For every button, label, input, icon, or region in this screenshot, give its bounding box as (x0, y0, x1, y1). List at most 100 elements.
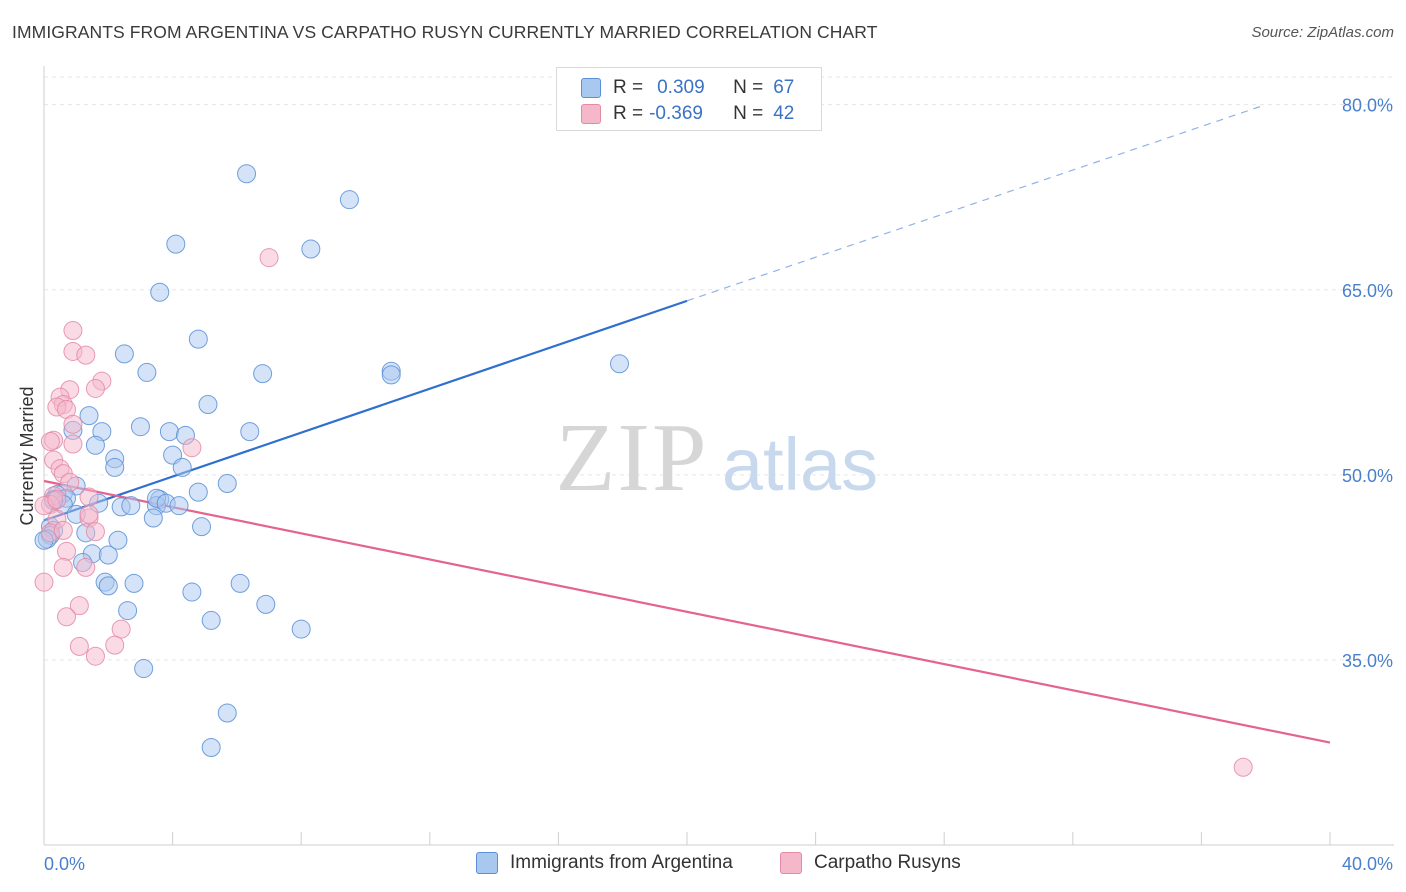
point-argentina (301, 239, 321, 259)
point-carpatho (182, 438, 202, 458)
point-argentina (98, 576, 118, 596)
data-points (34, 164, 1253, 777)
point-carpatho (47, 490, 67, 510)
legend-item-carpatho: Carpatho Rusyns (780, 852, 961, 874)
source-label: Source: ZipAtlas.com (1251, 24, 1394, 41)
point-carpatho (57, 607, 77, 627)
point-argentina (217, 473, 237, 493)
trend-lines (43, 104, 1331, 744)
point-argentina (134, 659, 154, 679)
point-argentina (150, 282, 170, 302)
legend-row-carpatho: R = -0.369 N = 42 (581, 102, 794, 126)
axes (43, 66, 1394, 846)
point-carpatho (111, 619, 131, 639)
trend-line-argentina (43, 299, 688, 522)
point-carpatho (40, 432, 60, 452)
point-argentina (188, 329, 208, 349)
point-carpatho (79, 487, 99, 507)
point-carpatho (53, 520, 73, 540)
tick-labels: 35.0% 50.0% 65.0% 80.0% 0.0% 40.0% (44, 96, 1393, 874)
r-value: 0.309 (657, 77, 705, 98)
r-label: R = (613, 77, 644, 98)
point-carpatho (34, 572, 54, 592)
point-carpatho (259, 248, 279, 268)
point-argentina (217, 703, 237, 723)
r-label: R = (613, 103, 644, 124)
point-carpatho (69, 636, 89, 656)
point-argentina (166, 234, 186, 254)
point-argentina (201, 610, 221, 630)
point-argentina (230, 573, 250, 593)
point-argentina (85, 435, 105, 455)
point-carpatho (57, 541, 77, 561)
point-argentina (237, 164, 257, 184)
y-tick-label: 65.0% (1342, 281, 1393, 301)
point-carpatho (63, 434, 83, 454)
point-argentina (79, 406, 99, 426)
point-argentina (137, 362, 157, 382)
n-value: 67 (773, 77, 795, 98)
r-value: -0.369 (649, 103, 703, 124)
point-carpatho (60, 472, 80, 492)
point-argentina (192, 517, 212, 537)
point-argentina (240, 422, 260, 442)
x-tick-label: 40.0% (1342, 854, 1393, 874)
point-argentina (108, 530, 128, 550)
point-carpatho (76, 345, 96, 365)
n-label: N = (733, 103, 764, 124)
legend-swatch-carpatho (581, 104, 601, 124)
point-carpatho (1233, 757, 1253, 777)
point-carpatho (69, 596, 89, 616)
point-carpatho (105, 635, 125, 655)
watermark: ZIP atlas (556, 404, 879, 512)
legend-label-carpatho: Carpatho Rusyns (814, 852, 961, 873)
point-argentina (201, 738, 221, 758)
point-argentina (143, 508, 163, 528)
correlation-legend: R = 0.309 N = 67 R = -0.369 N = 42 (556, 67, 822, 131)
y-axis-label: Currently Married (17, 386, 37, 525)
point-carpatho (76, 557, 96, 577)
point-argentina (121, 496, 141, 516)
point-argentina (114, 344, 134, 364)
watermark-atlas: atlas (722, 423, 878, 506)
point-carpatho (85, 646, 105, 666)
point-carpatho (79, 504, 99, 524)
point-carpatho (53, 557, 73, 577)
point-argentina (172, 457, 192, 477)
watermark-zip: ZIP (556, 404, 709, 512)
legend-row-argentina: R = 0.309 N = 67 (581, 76, 794, 100)
point-argentina (159, 422, 179, 442)
point-argentina (105, 457, 125, 477)
trend-line-argentina-extension (686, 104, 1266, 302)
point-argentina (182, 582, 202, 602)
point-argentina (98, 545, 118, 565)
y-tick-label: 35.0% (1342, 651, 1393, 671)
legend-swatch-argentina (581, 78, 601, 98)
point-carpatho (63, 414, 83, 434)
n-value: 42 (773, 103, 795, 124)
point-argentina (609, 354, 629, 374)
point-argentina (188, 482, 208, 502)
legend-swatch-carpatho (780, 852, 802, 874)
point-argentina (124, 573, 144, 593)
point-argentina (169, 496, 189, 516)
point-carpatho (63, 320, 83, 340)
legend-label-argentina: Immigrants from Argentina (510, 852, 733, 873)
point-argentina (256, 594, 276, 614)
point-carpatho (85, 378, 105, 398)
x-tick-label: 0.0% (44, 854, 85, 874)
n-label: N = (733, 77, 764, 98)
point-argentina (381, 365, 401, 385)
trend-line-carpatho (43, 479, 1331, 744)
y-tick-label: 50.0% (1342, 466, 1393, 486)
point-argentina (198, 395, 218, 415)
y-tick-label: 80.0% (1342, 96, 1393, 116)
legend-item-argentina: Immigrants from Argentina (476, 852, 733, 874)
point-argentina (130, 417, 150, 437)
point-argentina (118, 601, 138, 621)
legend-swatch-argentina (476, 852, 498, 874)
point-argentina (339, 190, 359, 210)
point-argentina (253, 364, 273, 384)
chart-title: IMMIGRANTS FROM ARGENTINA VS CARPATHO RU… (12, 22, 878, 42)
